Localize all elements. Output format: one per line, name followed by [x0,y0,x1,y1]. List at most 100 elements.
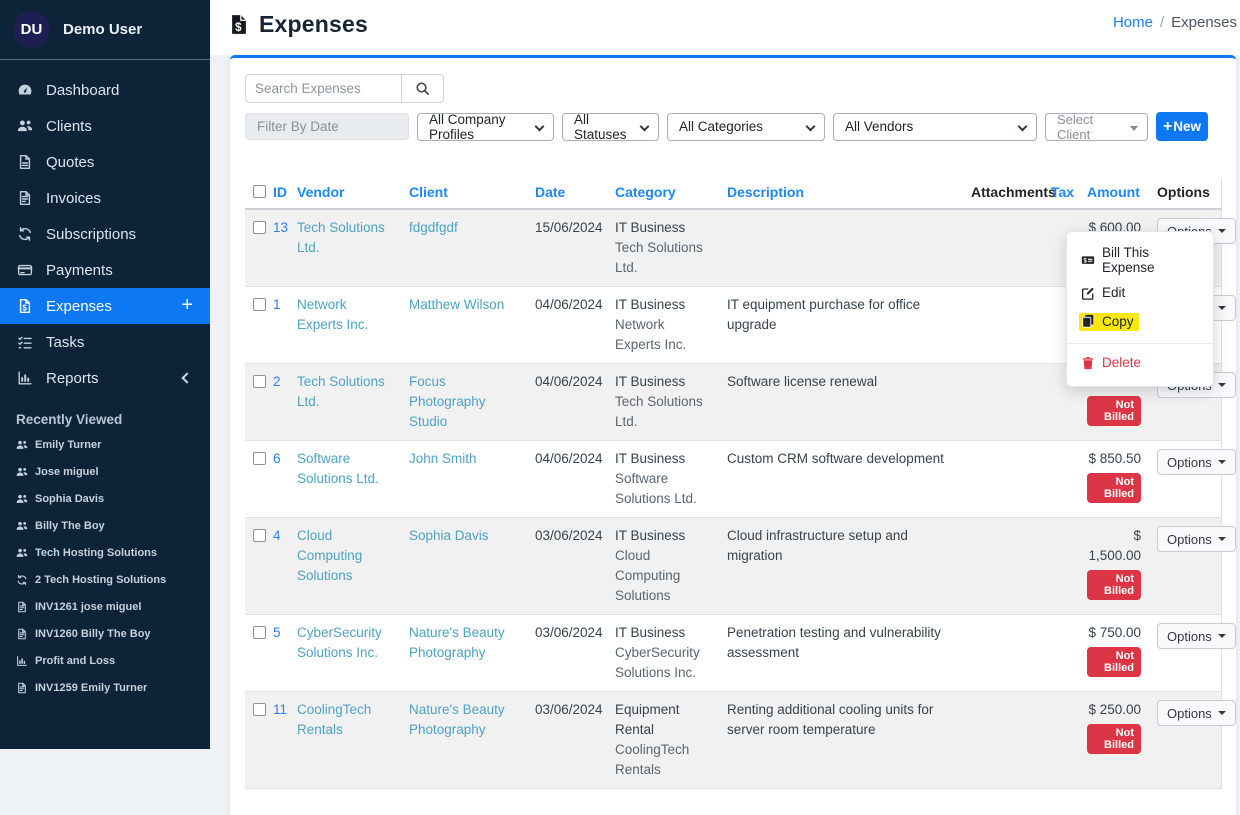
menu-item-copy[interactable]: Copy [1067,308,1213,337]
search-input[interactable] [245,74,401,103]
expense-id-link[interactable]: 1 [273,297,281,312]
category-name: IT Business [615,295,711,315]
categories-select[interactable]: All Categories [667,113,825,141]
client-select[interactable]: Select Client [1045,113,1148,141]
recent-item-jose-miguel[interactable]: Jose miguel [0,458,210,485]
new-expense-button[interactable]: + New [1156,112,1208,141]
recent-item-inv1260-billy-the-boy[interactable]: INV1260 Billy The Boy [0,620,210,647]
client-link[interactable]: Focus Photography Studio [409,374,486,429]
sidebar-item-quotes[interactable]: Quotes [0,144,210,180]
sidebar-item-subscriptions[interactable]: Subscriptions [0,216,210,252]
expense-description: Cloud infrastructure setup and migration [719,518,963,615]
expense-id-link[interactable]: 11 [273,702,287,717]
company-profiles-select[interactable]: All Company Profiles [417,113,554,141]
options-button[interactable]: Options [1157,449,1236,475]
recent-item-profit-and-loss[interactable]: Profit and Loss [0,647,210,674]
sidebar-item-dashboard[interactable]: Dashboard [0,72,210,108]
breadcrumb: Home / Expenses [1113,14,1237,31]
row-checkbox[interactable] [253,375,266,388]
sidebar-item-payments[interactable]: Payments [0,252,210,288]
tasks-icon [17,334,33,350]
not-billed-badge: Not Billed [1087,647,1141,677]
recent-item-2-tech-hosting-solutions[interactable]: 2 Tech Hosting Solutions [0,566,210,593]
statuses-select[interactable]: All Statuses [562,113,659,141]
chevron-left-icon[interactable] [181,372,192,383]
quick-add-plus-icon[interactable]: + [181,295,193,315]
client-link[interactable]: Sophia Davis [409,528,489,543]
copy-icon [1081,314,1095,328]
attachments-cell [963,518,1043,615]
client-link[interactable]: fdgdfgdf [409,220,458,235]
expense-id-link[interactable]: 4 [273,528,281,543]
vendor-link[interactable]: Tech Solutions Ltd. [297,220,385,255]
column-header-description[interactable]: Description [719,178,963,209]
clients-icon [16,466,28,478]
client-link[interactable]: Matthew Wilson [409,297,504,312]
sidebar-item-tasks[interactable]: Tasks [0,324,210,360]
select-all-checkbox[interactable] [253,185,266,198]
vendor-link[interactable]: Cloud Computing Solutions [297,528,362,583]
recent-item-inv1261-jose-miguel[interactable]: INV1261 jose miguel [0,593,210,620]
options-button[interactable]: Options [1157,623,1236,649]
clients-icon [16,439,28,451]
caret-down-icon [1218,383,1226,387]
recent-item-inv1259-emily-turner[interactable]: INV1259 Emily Turner [0,674,210,701]
row-checkbox[interactable] [253,703,266,716]
expense-row: 5 CyberSecurity Solutions Inc. Nature's … [245,615,1221,692]
subscriptions-icon [17,226,33,242]
row-checkbox[interactable] [253,298,266,311]
column-header-vendor[interactable]: Vendor [289,178,401,209]
client-link[interactable]: John Smith [409,451,477,466]
search-button[interactable] [401,74,444,103]
vendor-link[interactable]: Software Solutions Ltd. [297,451,379,486]
column-header-date[interactable]: Date [527,178,607,209]
not-billed-badge: Not Billed [1087,570,1141,600]
expense-id-link[interactable]: 13 [273,220,288,235]
expense-id-link[interactable]: 5 [273,625,281,640]
row-checkbox[interactable] [253,221,266,234]
category-name: IT Business [615,526,711,546]
vendor-link[interactable]: Tech Solutions Ltd. [297,374,385,409]
menu-item-bill-this-expense[interactable]: $Bill This Expense [1067,240,1213,280]
clients-icon [16,520,28,532]
row-checkbox[interactable] [253,529,266,542]
sidebar-item-expenses[interactable]: $Expenses+ [0,288,210,324]
sidebar-item-reports[interactable]: Reports [0,360,210,396]
user-profile[interactable]: DU Demo User [0,0,210,58]
column-header-client[interactable]: Client [401,178,527,209]
column-header-id[interactable]: ID [265,178,289,209]
vendor-link[interactable]: CoolingTech Rentals [297,702,371,737]
chevron-down-icon [640,121,650,131]
expense-id-link[interactable]: 2 [273,374,281,389]
expenses-title-icon: $ [228,11,250,38]
reports-icon [16,655,28,667]
client-link[interactable]: Nature's Beauty Photography [409,625,505,660]
column-header-category[interactable]: Category [607,178,719,209]
row-checkbox[interactable] [253,452,266,465]
options-button[interactable]: Options [1157,700,1236,726]
recent-item-sophia-davis[interactable]: Sophia Davis [0,485,210,512]
vendor-link[interactable]: Network Experts Inc. [297,297,368,332]
category-name: IT Business [615,218,711,238]
recent-item-emily-turner[interactable]: Emily Turner [0,431,210,458]
menu-item-delete[interactable]: Delete [1067,350,1213,378]
recent-item-billy-the-boy[interactable]: Billy The Boy [0,512,210,539]
invoices-icon [16,628,28,640]
column-header-amount[interactable]: Amount [1079,178,1149,209]
menu-item-edit[interactable]: Edit [1067,280,1213,308]
expense-id-link[interactable]: 6 [273,451,281,466]
caret-down-icon [1218,306,1226,310]
sidebar-item-clients[interactable]: Clients [0,108,210,144]
expenses-card: All Company Profiles All Statuses All Ca… [230,55,1236,815]
options-button[interactable]: Options [1157,526,1236,552]
sidebar-item-invoices[interactable]: Invoices [0,180,210,216]
chevron-down-icon [535,121,545,131]
vendor-link[interactable]: CyberSecurity Solutions Inc. [297,625,382,660]
client-link[interactable]: Nature's Beauty Photography [409,702,505,737]
date-filter-input[interactable] [245,113,409,140]
breadcrumb-home-link[interactable]: Home [1113,14,1153,31]
clients-icon [16,547,28,559]
recent-item-tech-hosting-solutions[interactable]: Tech Hosting Solutions [0,539,210,566]
vendors-select[interactable]: All Vendors [833,113,1037,141]
row-checkbox[interactable] [253,626,266,639]
